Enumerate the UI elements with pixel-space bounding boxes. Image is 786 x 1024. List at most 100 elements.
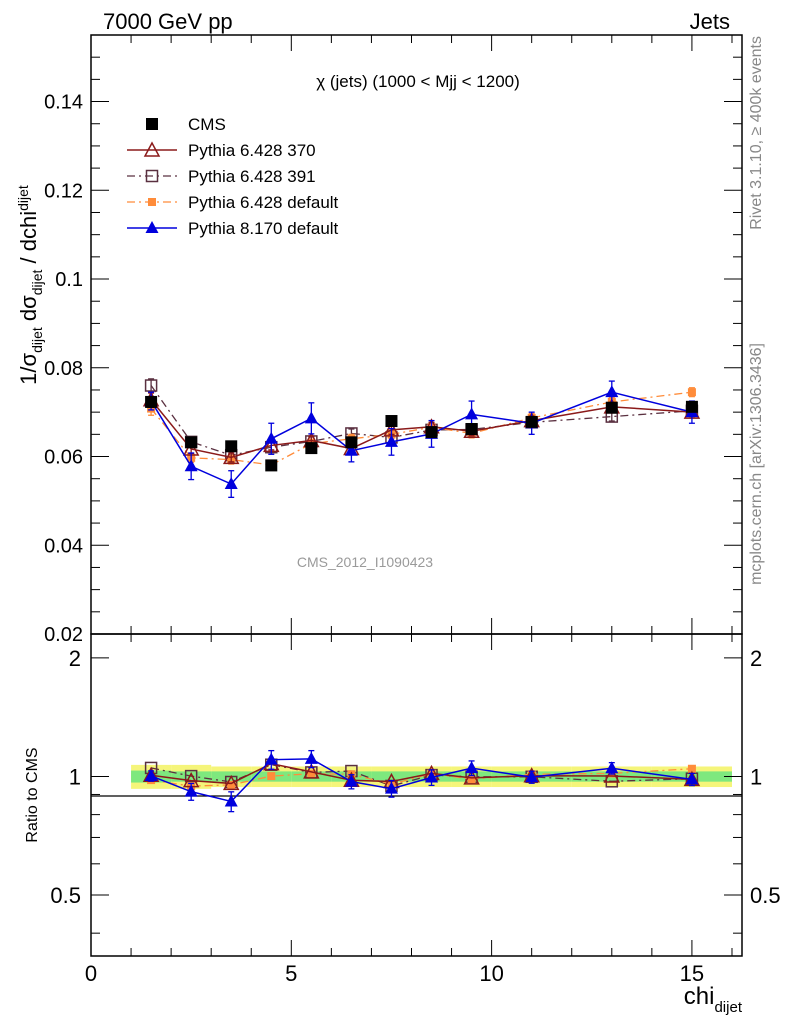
- ratio-point-py8def: [525, 770, 539, 783]
- header-right: Jets: [690, 9, 730, 34]
- ratio-point-py6def: [467, 775, 476, 784]
- main-y-ticks: 0.02 0.04 0.06 0.08 0.1 0.12 0.14: [44, 56, 742, 646]
- data-point-cms: [385, 415, 398, 428]
- main-x-ticks: [90, 35, 733, 634]
- ratio-point-py8def: [605, 761, 619, 774]
- legend-label-py370: Pythia 6.428 370: [188, 141, 316, 160]
- legend-label-py8def: Pythia 8.170 default: [188, 219, 339, 238]
- band-green: [371, 771, 412, 782]
- ratio-line-py8def: [150, 758, 693, 803]
- ratio-point-py8def: [224, 794, 238, 807]
- data-point-py8def: [344, 443, 358, 456]
- ylabel-part-2: dσ: [16, 295, 41, 327]
- series-line-py6def: [150, 391, 693, 466]
- ratio-point-py8def: [465, 761, 479, 774]
- ratio-line-py6def: [150, 768, 692, 787]
- ratio-point-py6def: [227, 780, 236, 789]
- series-line-py8def: [150, 391, 693, 485]
- rivet-label: Rivet 3.1.10, ≥ 400k events: [748, 36, 765, 230]
- main-y-tick-label: 0.12: [44, 180, 83, 202]
- ratio-y-tick-label: 2: [69, 646, 81, 671]
- data-point-cms: [345, 436, 358, 449]
- legend-marker-py6def: [148, 198, 156, 206]
- data-point-cms: [305, 442, 318, 455]
- ratio-point-py6def: [307, 769, 316, 778]
- data-point-cms: [465, 423, 478, 436]
- ratio-point-py8def: [144, 768, 158, 781]
- x-tick-label: 5: [285, 961, 297, 986]
- ratio-plot-frame: [90, 633, 743, 957]
- data-point-cms: [225, 440, 238, 453]
- ratio-point-py8def: [344, 774, 358, 787]
- legend-item-py6def: Pythia 6.428 default: [127, 193, 339, 212]
- x-axis-label: chidijet: [684, 983, 743, 1016]
- data-point-cms: [145, 395, 158, 408]
- ratio-point-py370: [603, 767, 621, 783]
- ratio-point-py391: [184, 769, 198, 783]
- ratio-point-py6def: [267, 772, 276, 781]
- series-cms: [145, 395, 698, 472]
- data-point-cms: [425, 426, 438, 439]
- ratio-point-py8def: [304, 751, 318, 764]
- plot-title: χ (jets) (1000 < Mjj < 1200): [316, 72, 520, 91]
- main-y-tick-label: 0.04: [44, 535, 83, 557]
- legend-marker-py391: [145, 169, 159, 183]
- data-point-py6def: [687, 388, 696, 397]
- legend: CMS Pythia 6.428 370 Pythia 6.428 391 Pythi…: [127, 115, 339, 238]
- ratio-point-py370: [222, 774, 240, 791]
- data-point-py8def: [384, 434, 398, 447]
- x-tick-label: 10: [479, 961, 503, 986]
- legend-label-py6def: Pythia 6.428 default: [188, 193, 339, 212]
- ylabel-part-3: / dchi: [16, 211, 41, 270]
- ratio-point-py6def: [687, 764, 696, 773]
- legend-item-py391: Pythia 6.428 391: [127, 167, 316, 186]
- main-y-tick-label: 0.06: [44, 447, 83, 469]
- ratio-y-tick-label: 0.5: [50, 883, 81, 908]
- ratio-point-py370: [303, 763, 320, 779]
- x-tick-label: 0: [85, 961, 97, 986]
- series-line-py391: [150, 385, 692, 456]
- svg-text:1/σdijet dσdijet / dchidijet: 1/σdijet dσdijet / dchidijet: [15, 185, 45, 385]
- data-point-py8def: [304, 411, 318, 424]
- data-point-cms: [525, 415, 538, 428]
- ratio-point-py370: [463, 769, 480, 785]
- ylabel-part-1: 1/σ: [16, 352, 41, 384]
- ratio-point-py8def: [384, 781, 398, 794]
- mcplots-label: mcplots.cern.ch [arXiv:1306.3436]: [748, 343, 765, 585]
- legend-item-py370: Pythia 6.428 370: [127, 141, 316, 160]
- ratio-line-py391: [150, 764, 692, 787]
- ratio-y-tick-label: 1: [69, 764, 81, 789]
- ratio-point-py8def: [184, 784, 198, 797]
- xlabel-main: chi: [684, 983, 715, 1010]
- ratio-x-ticks: 0 5 10 15: [85, 634, 733, 986]
- data-point-cms: [605, 401, 618, 414]
- main-y-tick-label: 0.08: [44, 358, 83, 380]
- ratio-series-layer: [142, 749, 701, 813]
- xlabel-sub: dijet: [714, 999, 742, 1016]
- ratio-point-py8def: [425, 770, 439, 783]
- x-tick-label: 15: [680, 961, 704, 986]
- ratio-point-py8def: [685, 772, 699, 785]
- ratio-y-tick-label-right: 1: [750, 764, 762, 789]
- ratio-y-tick-label-right: 2: [750, 646, 762, 671]
- data-point-cms: [265, 459, 278, 472]
- main-y-tick-label: 0.14: [44, 92, 83, 114]
- data-point-cms: [685, 400, 698, 413]
- main-series-layer: [142, 378, 701, 498]
- watermark: CMS_2012_I1090423: [297, 554, 433, 570]
- ratio-plot: 0.5 0.5 1 1 2 2 0 5 10 15 Ratio to CMS chidijet: [24, 633, 781, 1016]
- legend-label-cms: CMS: [188, 115, 226, 134]
- ratio-y-axis-label: Ratio to CMS: [24, 747, 41, 842]
- ratio-y-ticks: 0.5 0.5 1 1 2 2: [50, 646, 781, 934]
- legend-label-py391: Pythia 6.428 391: [188, 167, 316, 186]
- data-point-py8def: [465, 407, 479, 420]
- ratio-y-tick-label-right: 0.5: [750, 883, 781, 908]
- legend-marker-py8def: [145, 221, 159, 233]
- header-left: 7000 GeV pp: [103, 9, 233, 34]
- data-point-py8def: [264, 431, 278, 444]
- main-y-axis-label: 1/σdijet dσdijet / dchidijet: [15, 185, 45, 385]
- data-point-py370: [222, 448, 240, 465]
- legend-marker-cms: [146, 118, 158, 130]
- ratio-point-py8def: [264, 752, 278, 765]
